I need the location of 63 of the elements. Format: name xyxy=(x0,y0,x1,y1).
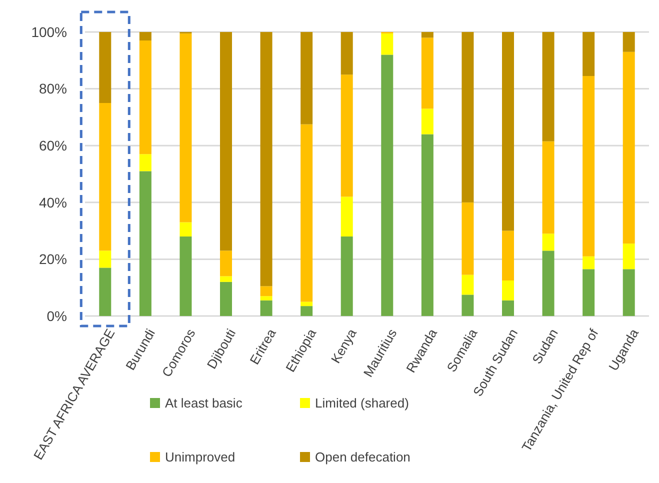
y-tick-label: 60% xyxy=(38,138,67,154)
bar xyxy=(139,171,152,316)
bar xyxy=(582,256,595,270)
y-tick-label: 100% xyxy=(31,24,67,40)
bar xyxy=(502,230,514,280)
bar xyxy=(502,300,514,316)
y-tick-label: 0% xyxy=(46,308,67,324)
bar xyxy=(139,32,152,41)
bar xyxy=(582,76,595,256)
bar xyxy=(582,269,595,316)
bar xyxy=(542,32,554,142)
bar xyxy=(220,32,232,251)
bar xyxy=(220,282,232,316)
bar xyxy=(462,274,474,295)
bar xyxy=(300,306,313,316)
bar xyxy=(421,108,434,134)
bar xyxy=(462,294,474,316)
bar xyxy=(542,250,554,316)
bar xyxy=(421,32,434,38)
bar xyxy=(220,250,232,276)
bar xyxy=(99,32,112,103)
bar xyxy=(421,134,434,316)
bar xyxy=(99,250,112,268)
bar xyxy=(99,103,112,251)
bar xyxy=(542,234,554,251)
y-tick-label: 80% xyxy=(38,80,67,97)
bar xyxy=(381,33,394,55)
bar xyxy=(99,268,112,316)
bar xyxy=(502,32,514,231)
bar xyxy=(220,276,232,282)
bar xyxy=(542,141,554,234)
bar xyxy=(180,236,192,316)
legend-label: Open defecation xyxy=(315,450,410,465)
bar xyxy=(381,54,394,316)
bar xyxy=(462,202,474,275)
bar xyxy=(622,52,635,244)
bar xyxy=(622,269,635,316)
bar xyxy=(340,74,353,197)
bar xyxy=(139,154,152,172)
bar xyxy=(300,302,313,306)
bar xyxy=(622,244,635,270)
bar xyxy=(139,40,152,154)
bar xyxy=(622,32,635,52)
bar xyxy=(340,236,353,316)
bar xyxy=(502,280,514,300)
bar xyxy=(582,32,595,76)
y-tick-label: 40% xyxy=(38,194,67,210)
legend-label: Unimproved xyxy=(165,450,236,465)
bar xyxy=(300,124,313,302)
bar xyxy=(180,222,192,236)
bar xyxy=(260,296,272,300)
legend-label: At least basic xyxy=(165,396,243,411)
bar xyxy=(421,38,434,109)
bar xyxy=(260,300,272,316)
bar xyxy=(260,32,272,286)
bar xyxy=(300,32,313,124)
legend-label: Limited (shared) xyxy=(315,396,409,411)
bar xyxy=(340,196,353,236)
bar xyxy=(462,32,474,202)
bar xyxy=(260,286,272,296)
bar xyxy=(180,33,192,222)
y-tick-label: 20% xyxy=(38,251,67,268)
bar xyxy=(340,32,353,75)
